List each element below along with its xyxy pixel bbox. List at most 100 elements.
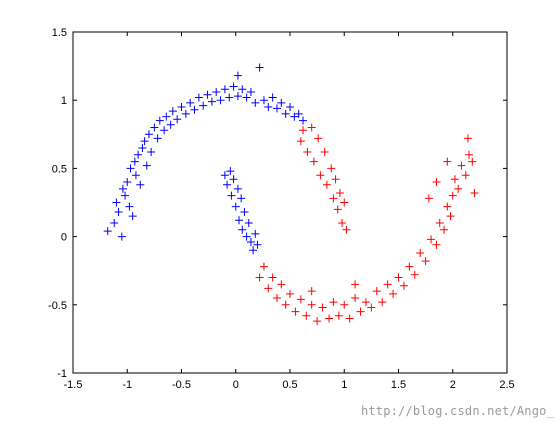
plus-marker — [233, 184, 242, 193]
plus-marker — [432, 240, 441, 249]
plus-marker — [272, 293, 281, 302]
plus-marker — [246, 238, 255, 247]
plus-marker — [286, 289, 294, 298]
plus-marker — [220, 85, 229, 94]
plus-marker — [340, 300, 349, 309]
plus-marker — [286, 103, 294, 112]
plus-marker — [454, 184, 463, 193]
plus-marker — [294, 109, 303, 118]
plus-marker — [231, 202, 240, 211]
plus-marker — [296, 295, 305, 304]
plus-marker — [181, 109, 190, 118]
plus-marker — [203, 90, 212, 99]
y-tick-label: 1.5 — [52, 27, 67, 39]
plus-marker — [216, 96, 225, 105]
plus-marker — [235, 216, 244, 225]
plus-marker — [465, 150, 474, 159]
plus-marker — [338, 218, 347, 227]
plus-marker — [367, 303, 376, 312]
plus-marker — [138, 143, 147, 152]
plus-marker — [329, 194, 338, 203]
plus-marker — [281, 109, 290, 118]
plus-marker — [320, 148, 329, 157]
plus-marker — [229, 175, 238, 184]
plus-marker — [259, 96, 268, 105]
plus-marker — [307, 123, 316, 132]
x-tick-label: 2 — [450, 379, 456, 391]
plus-marker — [147, 148, 156, 157]
plus-marker — [255, 273, 264, 282]
plus-marker — [389, 289, 398, 298]
y-tick-label: -1 — [57, 368, 67, 380]
plus-marker — [290, 112, 299, 121]
plus-marker — [356, 307, 365, 316]
plus-marker — [416, 248, 425, 257]
plus-marker — [134, 150, 143, 159]
plus-marker — [470, 188, 479, 197]
plus-marker — [244, 218, 253, 227]
x-tick-label: 1 — [341, 379, 347, 391]
x-tick-label: 2.5 — [499, 379, 514, 391]
plus-marker — [128, 212, 137, 221]
plus-marker — [446, 212, 455, 221]
plus-marker — [299, 126, 308, 135]
y-tick-label: 0 — [61, 232, 67, 244]
plus-marker — [318, 303, 327, 312]
plus-marker — [277, 280, 286, 289]
plus-marker — [342, 225, 351, 234]
series-1 — [103, 63, 308, 255]
plus-marker — [249, 246, 258, 255]
plus-marker — [212, 88, 221, 97]
plus-marker — [112, 198, 121, 207]
plus-marker — [144, 130, 153, 139]
y-tick-label: -0.5 — [48, 300, 67, 312]
plus-marker — [242, 232, 251, 241]
plus-marker — [383, 280, 392, 289]
plus-marker — [118, 184, 127, 193]
plus-marker — [457, 161, 466, 170]
plus-marker — [303, 148, 312, 157]
plus-marker — [246, 88, 255, 97]
plus-marker — [233, 92, 242, 101]
plus-marker — [186, 98, 195, 107]
plus-marker — [450, 175, 459, 184]
plus-marker — [394, 273, 403, 282]
plus-marker — [173, 115, 182, 124]
plus-marker — [443, 157, 452, 166]
plus-marker — [448, 191, 457, 200]
plus-marker — [190, 105, 199, 114]
plus-marker — [227, 191, 236, 200]
plus-marker — [314, 134, 323, 143]
plus-marker — [333, 205, 342, 214]
points-layer — [103, 63, 479, 326]
plus-marker — [251, 229, 260, 238]
plus-marker — [103, 227, 112, 236]
plus-marker — [123, 178, 132, 187]
plus-marker — [253, 240, 262, 249]
plus-marker — [177, 103, 186, 112]
x-tick-label: -1 — [122, 379, 132, 391]
x-tick-label: 1.5 — [391, 379, 406, 391]
plus-marker — [126, 164, 135, 173]
plus-marker — [277, 98, 286, 107]
plus-marker — [291, 307, 300, 316]
plus-marker — [421, 257, 430, 266]
watermark-text: http://blog.csdn.net/Ango_ — [360, 404, 554, 418]
plus-marker — [316, 171, 325, 180]
y-tick-label: 1 — [61, 95, 67, 107]
plus-marker — [162, 112, 171, 121]
plus-marker — [443, 202, 452, 211]
series-2 — [255, 123, 479, 326]
x-tick-label: -1.5 — [64, 379, 83, 391]
plus-marker — [207, 97, 216, 106]
plus-marker — [226, 167, 235, 176]
plus-marker — [322, 180, 331, 189]
plus-marker — [268, 93, 277, 102]
ticks-layer: -1.5 -1 -0.5 0 0.5 1 1.5 2 2.5-1-0.500.511.5 — [48, 27, 515, 391]
plus-marker — [136, 180, 145, 189]
y-tick-label: 0.5 — [52, 163, 67, 175]
plus-marker — [117, 232, 126, 241]
x-tick-label: 0.5 — [282, 379, 297, 391]
plus-marker — [361, 298, 370, 307]
